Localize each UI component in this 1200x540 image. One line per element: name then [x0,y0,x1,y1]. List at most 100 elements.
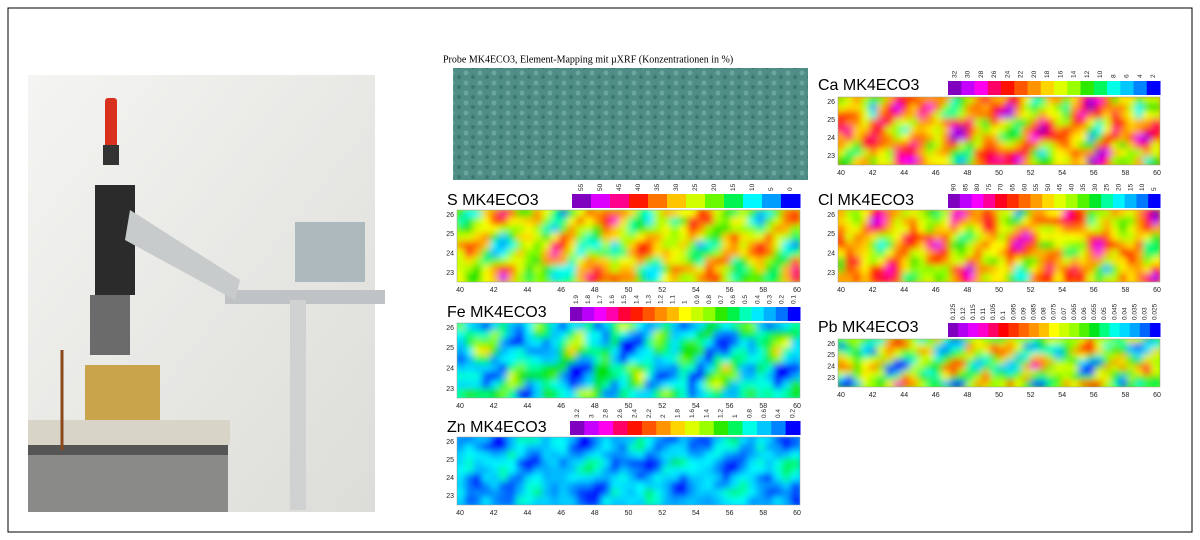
scale-label: 0.2 [790,409,797,418]
map-cells [837,96,1161,166]
scale-swatch [1099,323,1110,337]
x-tick-label: 56 [726,287,734,294]
x-tick-label: 46 [557,510,565,517]
figure: Probe MK4ECO3, Element-Mapping mit µXRF … [0,0,1200,540]
x-tick-label: 48 [591,287,599,294]
scale-label: 24 [1004,70,1011,78]
x-tick-label: 42 [869,392,877,399]
scale-swatch [948,194,960,208]
scale-swatch [1089,194,1101,208]
scale-swatch [1078,194,1090,208]
x-tick-label: 46 [557,287,565,294]
scale-label: 0.12 [960,307,967,320]
x-tick-label: 50 [625,510,633,517]
scale-swatch [1120,323,1131,337]
x-tick-label: 42 [490,403,498,410]
scale-label: 0.055 [1091,303,1098,320]
scale-swatch [699,421,714,435]
scale-swatch [1148,194,1160,208]
scale-label: 10 [1139,183,1146,191]
scale-swatch [961,81,975,95]
x-tick-label: 54 [1058,170,1066,177]
scale-swatch [714,421,729,435]
scale-swatch [642,421,657,435]
scale-swatch [1067,81,1081,95]
x-tick-label: 46 [932,392,940,399]
scale-swatch [629,194,649,208]
scale-label: 65 [1009,183,1016,191]
map-view [837,96,1161,166]
scale-label: 1.8 [675,409,682,418]
scale-label: 3 [588,414,595,418]
scale-label: 2.4 [631,409,638,418]
scale-swatch [606,307,619,321]
scale-swatch [648,194,668,208]
scale-swatch [948,81,962,95]
scale-swatch [655,307,668,321]
scale-label: 15 [1127,183,1134,191]
scale-label: 2.8 [603,409,610,418]
x-tick-label: 56 [726,510,734,517]
y-tick-label: 24 [446,366,454,373]
map-title: Ca MK4ECO3 [818,77,919,94]
scale-label: 26 [991,70,998,78]
map-cell [790,273,801,283]
scale-swatch [752,307,765,321]
scale-swatch [1069,323,1080,337]
scale-label: 0.105 [990,303,997,320]
scale-swatch [671,421,686,435]
y-tick-label: 24 [446,475,454,482]
scale-label: 10 [1097,70,1104,78]
x-tick-label: 44 [900,170,908,177]
scale-label: 2.6 [617,409,624,418]
scale-label: 0.04 [1121,307,1128,320]
scale-swatch [570,421,585,435]
scale-swatch [781,194,801,208]
y-tick-label: 26 [827,99,835,106]
scale-swatch [582,307,595,321]
sample-photo [453,68,808,180]
caption: Probe MK4ECO3, Element-Mapping mit µXRF … [443,54,733,65]
scale-label: 25 [1104,183,1111,191]
scale-swatch [599,421,614,435]
scale-label: 1.3 [645,295,652,304]
scale-swatch [743,194,763,208]
element-map [837,338,1161,388]
y-tick-label: 24 [446,251,454,258]
x-tick-label: 44 [900,287,908,294]
map-title: Pb MK4ECO3 [818,319,919,336]
map-view [456,209,801,283]
scale-label: 0.9 [694,295,701,304]
scale-label: 1.2 [658,295,665,304]
scale-label: 1.6 [609,295,616,304]
scale-label: 20 [1115,183,1122,191]
x-tick-label: 56 [1090,170,1098,177]
scale-swatch [1134,81,1148,95]
scale-swatch [1019,323,1030,337]
x-tick-label: 42 [869,287,877,294]
x-tick-label: 48 [964,170,972,177]
scale-label: 0.8 [706,295,713,304]
x-tick-label: 48 [964,287,972,294]
scale-label: 15 [730,183,737,191]
scale-swatch [1059,323,1070,337]
y-tick-label: 23 [827,153,835,160]
y-tick-label: 24 [827,364,835,371]
scale-swatch [1049,323,1060,337]
x-tick-label: 40 [837,392,845,399]
scale-swatch [618,307,631,321]
x-tick-label: 40 [456,287,464,294]
scale-label: 35 [654,183,661,191]
scale-label: 3.2 [574,409,581,418]
x-tick-label: 58 [759,287,767,294]
y-tick-label: 23 [446,386,454,393]
scale-label: 22 [1018,70,1025,78]
device-photo [28,75,385,512]
scale-swatch [703,307,716,321]
scale-label: 32 [951,70,958,78]
scale-swatch [1014,81,1028,95]
scale-label: 0.7 [718,295,725,304]
scale-label: 1.4 [703,409,710,418]
x-tick-label: 56 [726,403,734,410]
scale-swatch [1001,81,1015,95]
